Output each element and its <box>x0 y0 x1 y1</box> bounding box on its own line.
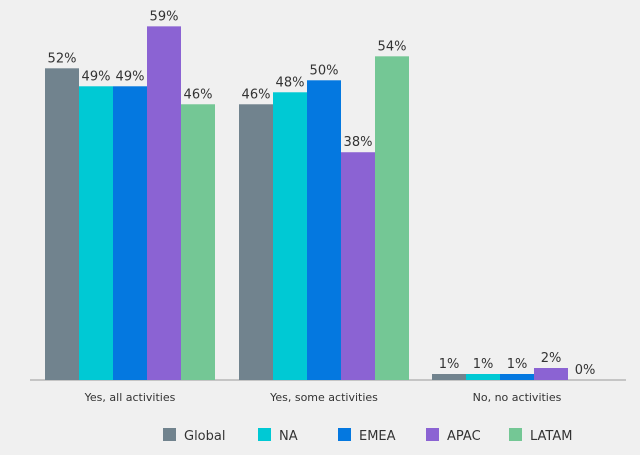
data-label-global-1: 52% <box>48 51 77 66</box>
data-label-na-3: 1% <box>473 357 494 372</box>
bar-global-1 <box>45 68 79 380</box>
legend-swatch-na <box>258 428 271 441</box>
data-label-apac-2: 38% <box>344 135 373 150</box>
category-label-3: No, no activities <box>473 391 562 404</box>
bar-emea-2 <box>307 80 341 381</box>
bar-apac-3 <box>534 368 568 380</box>
legend-swatch-latam <box>509 428 522 441</box>
data-label-apac-3: 2% <box>541 351 562 366</box>
category-labels-group: Yes, all activities Yes, some activities N… <box>84 391 562 404</box>
data-label-emea-2: 50% <box>310 63 339 78</box>
data-label-apac-1: 59% <box>150 9 179 24</box>
data-label-latam-1: 46% <box>184 87 213 102</box>
data-label-na-1: 49% <box>82 69 111 84</box>
data-label-emea-1: 49% <box>116 69 145 84</box>
category-label-1: Yes, all activities <box>84 391 176 404</box>
legend-label-global: Global <box>184 429 225 444</box>
legend-label-latam: LATAM <box>530 429 572 444</box>
category-label-2: Yes, some activities <box>269 391 378 404</box>
bar-emea-3 <box>500 374 534 380</box>
data-label-latam-3: 0% <box>575 363 596 378</box>
data-label-na-2: 48% <box>276 75 305 90</box>
bar-global-3 <box>432 374 466 380</box>
data-labels-group: 52% 49% 49% 59% 46% 46% 48% 50% 38% 54% 1% 1% 1% 2% 0% <box>48 9 596 378</box>
bar-latam-2 <box>375 56 409 380</box>
data-label-global-3: 1% <box>439 357 460 372</box>
data-label-emea-3: 1% <box>507 357 528 372</box>
bar-global-2 <box>239 104 273 380</box>
bars-group <box>45 26 568 381</box>
bar-na-2 <box>273 92 307 381</box>
legend-swatch-emea <box>338 428 351 441</box>
bar-na-3 <box>466 374 500 380</box>
bar-na-1 <box>79 86 113 380</box>
bar-apac-1 <box>147 26 181 380</box>
bar-apac-2 <box>341 152 375 380</box>
data-label-latam-2: 54% <box>378 39 407 54</box>
bar-latam-1 <box>181 104 215 380</box>
legend-label-na: NA <box>279 429 298 444</box>
legend-swatch-apac <box>426 428 439 441</box>
legend-swatch-global <box>163 428 176 441</box>
data-label-global-2: 46% <box>242 87 271 102</box>
legend-label-apac: APAC <box>447 429 481 444</box>
bar-emea-1 <box>113 86 147 380</box>
legend: Global NA EMEA APAC LATAM <box>163 428 572 444</box>
legend-label-emea: EMEA <box>359 429 396 444</box>
